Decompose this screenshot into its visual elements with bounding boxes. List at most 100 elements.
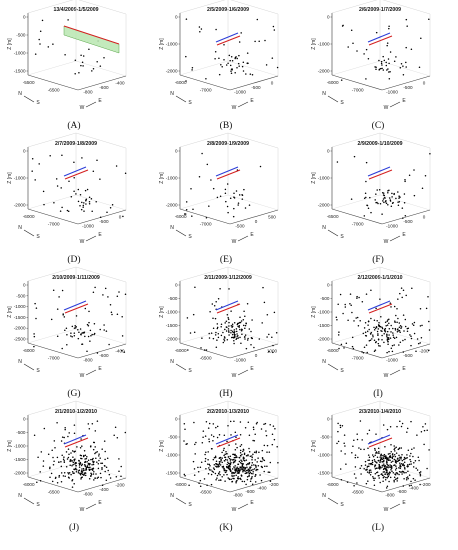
z-tick-label: 0 [327, 283, 330, 288]
event-point [122, 215, 124, 218]
event-point [263, 301, 266, 304]
event-point [116, 313, 119, 315]
event-point [238, 324, 241, 327]
event-point [422, 425, 424, 428]
event-point [222, 449, 225, 451]
event-point [370, 289, 372, 291]
event-point [88, 321, 90, 324]
event-point [92, 170, 95, 173]
event-point [91, 423, 94, 425]
event-point [204, 453, 206, 456]
event-point [251, 464, 253, 466]
fault-trace-red [63, 25, 120, 45]
event-point [273, 311, 276, 314]
event-point [76, 446, 78, 448]
event-point [360, 473, 362, 475]
event-point [383, 467, 386, 470]
axis-n [331, 342, 383, 359]
event-point [243, 460, 246, 462]
event-point [360, 464, 363, 467]
event-point [205, 421, 208, 423]
e-tick-label: -600 [99, 85, 109, 90]
event-point [396, 425, 398, 428]
event-point [67, 456, 70, 459]
event-point [62, 314, 64, 316]
event-point [81, 468, 83, 470]
south-label: S [340, 234, 344, 240]
event-point [229, 470, 232, 472]
event-point [61, 289, 64, 292]
event-point [41, 19, 44, 22]
event-point [390, 347, 393, 349]
event-point [234, 449, 237, 451]
event-point [388, 350, 390, 353]
event-point [91, 210, 93, 213]
event-point [235, 481, 237, 484]
event-point [395, 446, 397, 449]
event-point [244, 334, 247, 336]
event-point [374, 464, 376, 467]
n-tick-label: -6500 [200, 355, 212, 360]
event-point [415, 350, 417, 352]
event-point [387, 466, 389, 469]
event-point [255, 451, 257, 454]
event-point [217, 336, 220, 339]
event-point [238, 472, 240, 475]
event-point [241, 194, 244, 196]
event-point [388, 338, 390, 340]
event-point [395, 462, 398, 464]
event-point [387, 319, 389, 321]
event-point [370, 211, 372, 214]
event-point [412, 466, 415, 468]
event-point [396, 308, 398, 310]
north-label: N [170, 493, 174, 499]
event-point [388, 459, 390, 461]
event-point [189, 332, 192, 334]
event-point [393, 60, 396, 63]
event-point [88, 196, 91, 198]
event-point [210, 179, 212, 181]
event-point [210, 332, 213, 334]
event-point [402, 351, 405, 353]
event-point [369, 333, 372, 335]
event-point [84, 472, 87, 474]
event-point [399, 467, 402, 469]
event-point [404, 325, 407, 328]
event-point [86, 456, 88, 458]
event-point [372, 334, 374, 336]
event-point [233, 466, 235, 468]
n-tick-label: -6000 [327, 80, 339, 85]
event-point [89, 340, 91, 342]
axis-n [179, 74, 231, 91]
event-point [424, 175, 427, 177]
event-point [233, 475, 235, 477]
event-point [405, 477, 408, 479]
event-point [103, 57, 105, 59]
z-tick-label: -500 [320, 296, 330, 301]
e-tick-label: -800 [83, 90, 93, 95]
event-point [379, 456, 381, 458]
panel-I: 2/12/2009-1/1/20100-500-1000-1500-2000Z … [311, 266, 431, 399]
axis-n [27, 208, 79, 225]
event-point [385, 467, 387, 469]
event-point [386, 335, 388, 337]
z-tick-label: -500 [16, 33, 26, 38]
event-point [82, 65, 84, 67]
event-point [393, 305, 396, 308]
event-point [405, 46, 407, 49]
event-point [370, 463, 372, 465]
event-point [340, 479, 343, 481]
event-point [227, 456, 230, 458]
event-point [367, 459, 369, 462]
event-point [222, 465, 225, 468]
event-point [85, 469, 88, 471]
event-point [385, 64, 388, 67]
west-label: W [384, 507, 389, 513]
event-point [418, 472, 421, 474]
event-point [252, 468, 254, 471]
event-point [35, 317, 37, 320]
event-point [237, 463, 239, 465]
event-point [385, 476, 387, 479]
event-point [398, 195, 400, 197]
